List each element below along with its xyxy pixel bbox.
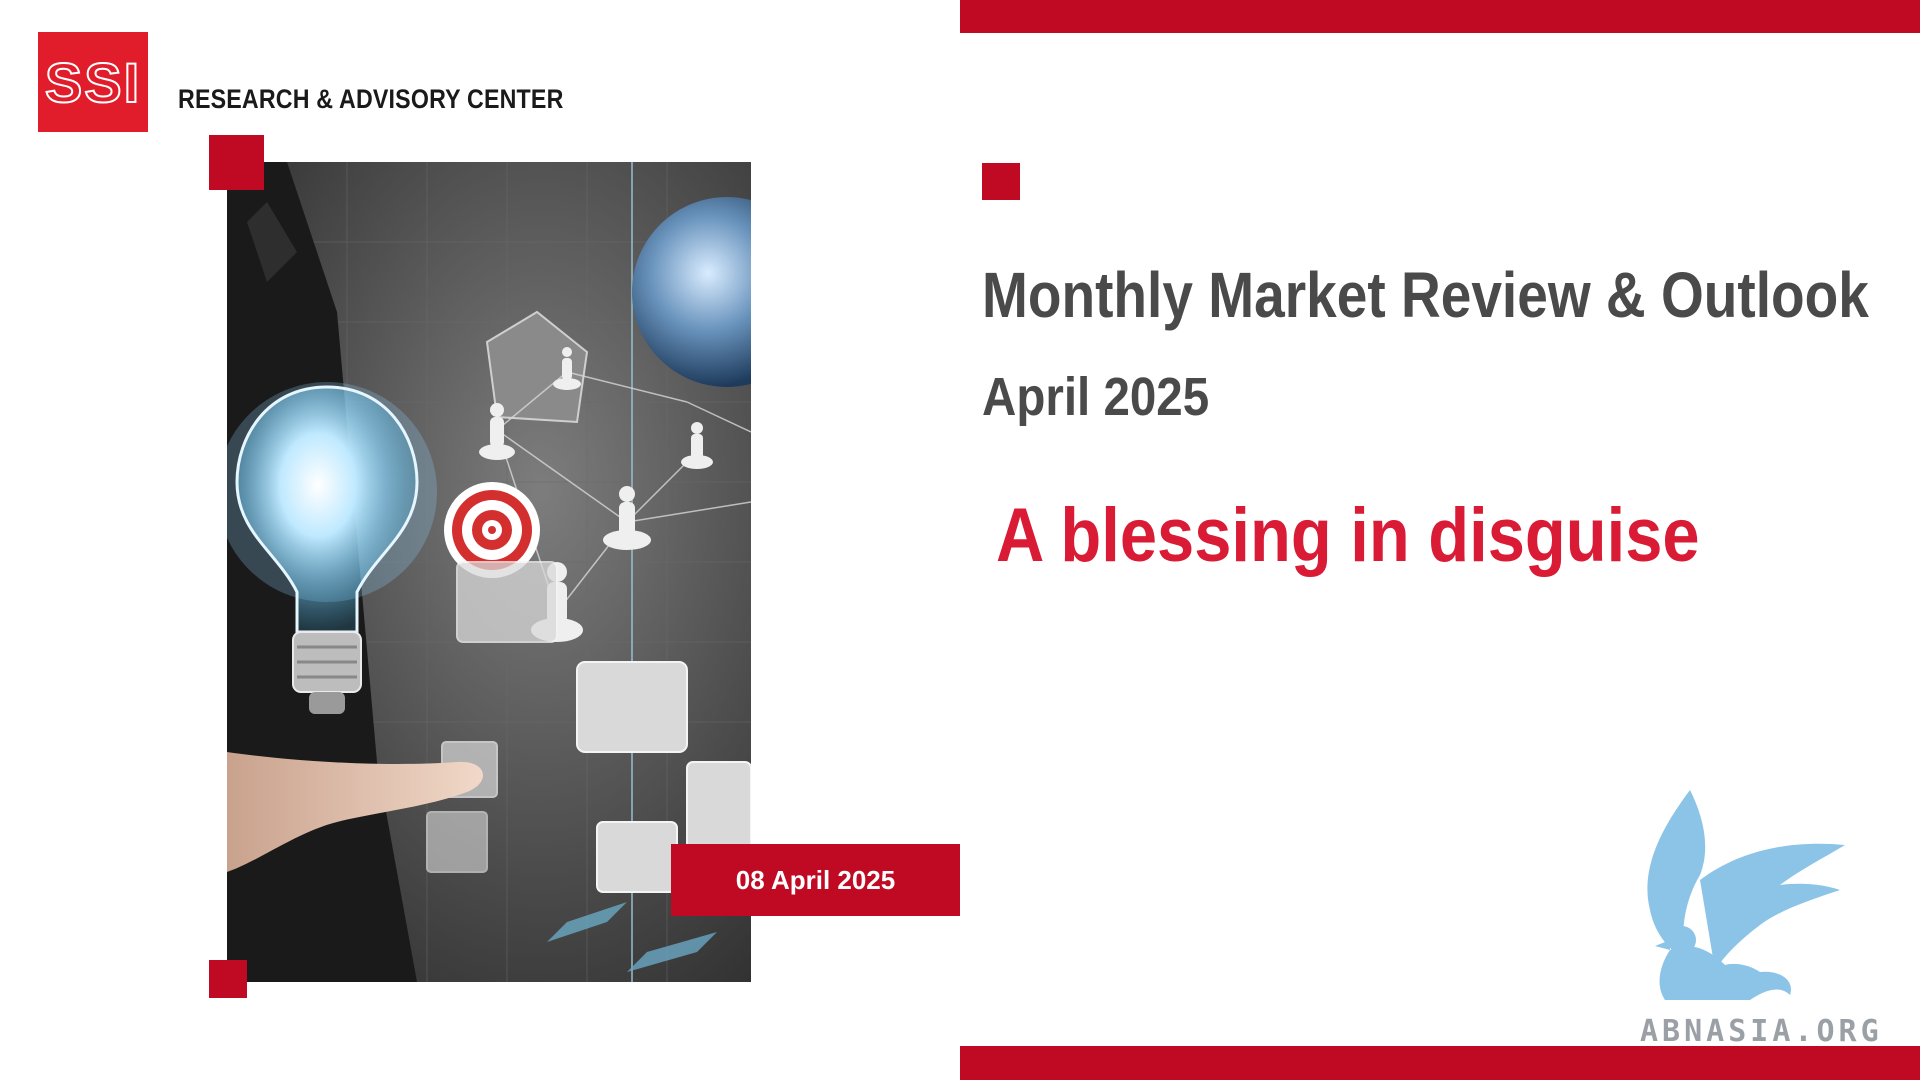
report-period: April 2025 [982,367,1210,427]
griffin-icon [1647,790,1845,1000]
lightbulb-network-illustration [227,162,751,982]
decor-square-title [982,163,1020,200]
report-tagline: A blessing in disguise [996,493,1700,578]
report-date-text: 08 April 2025 [735,864,896,895]
report-date: 08 April 2025 [671,844,960,916]
top-accent-bar [960,0,1920,33]
report-title: Monthly Market Review & Outlook [982,259,1869,331]
decor-square-top-left [209,135,264,190]
center-name: RESEARCH & ADVISORY CENTER [178,84,564,114]
ssi-logo: SSI [38,32,148,132]
watermark-text: ABNASIA.ORG [1640,1014,1883,1049]
decor-square-bottom-left [209,960,247,998]
bottom-accent-bar [960,1046,1920,1080]
logo-text: SSI [44,50,142,115]
cover-photo [227,162,751,982]
